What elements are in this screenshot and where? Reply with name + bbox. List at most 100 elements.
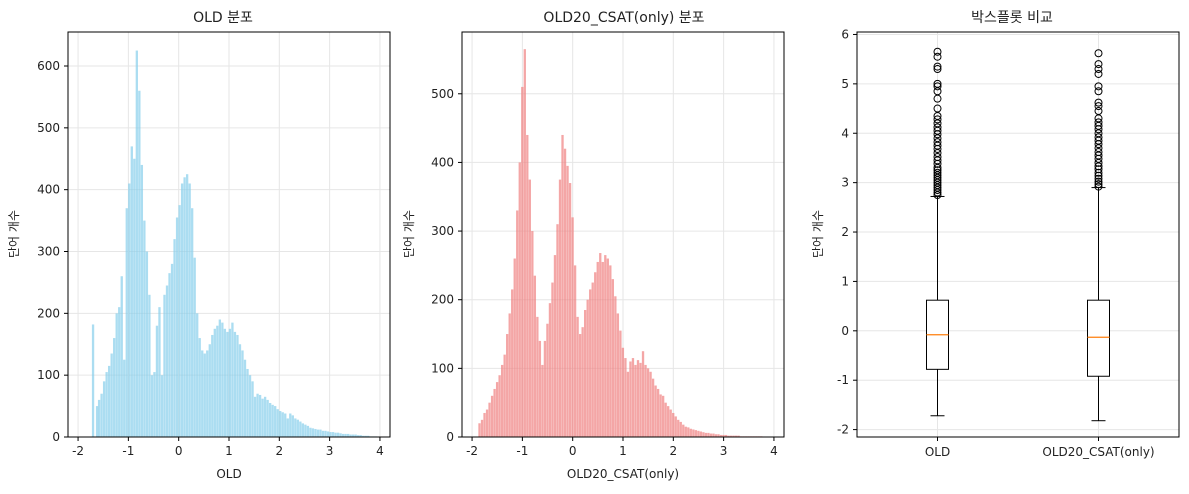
histogram-bar bbox=[581, 327, 584, 437]
histogram-bar bbox=[241, 350, 244, 437]
histogram-bar bbox=[120, 276, 123, 437]
outlier-point bbox=[933, 138, 942, 147]
outlier-point bbox=[933, 166, 942, 175]
histogram-bar bbox=[123, 359, 126, 437]
histogram-bar bbox=[183, 177, 186, 437]
histogram-bar bbox=[258, 394, 262, 437]
histogram-bar bbox=[362, 435, 365, 437]
histogram-bar bbox=[140, 164, 144, 437]
histogram-bar bbox=[153, 372, 156, 437]
histogram-bar bbox=[649, 371, 652, 437]
histogram-bar bbox=[634, 364, 637, 437]
histogram-bar bbox=[113, 338, 116, 437]
outlier-point bbox=[1094, 177, 1103, 186]
x-tick-label: -1 bbox=[516, 444, 528, 458]
histogram-bar bbox=[173, 239, 176, 437]
histogram-bar bbox=[546, 323, 549, 437]
histogram-bar bbox=[651, 378, 655, 437]
x-tick-label: -2 bbox=[466, 444, 478, 458]
outlier-point bbox=[1094, 168, 1103, 177]
histogram-bar bbox=[248, 375, 252, 437]
histogram-bar bbox=[107, 365, 111, 437]
histogram-bar bbox=[644, 364, 647, 437]
histogram-bar bbox=[125, 208, 128, 437]
histogram-bar bbox=[636, 360, 640, 437]
histogram-bar bbox=[316, 429, 320, 437]
histogram-bar bbox=[163, 294, 166, 437]
histogram-bar bbox=[218, 319, 222, 437]
y-tick-label: 300 bbox=[37, 245, 60, 259]
histogram-bar bbox=[304, 424, 307, 437]
histogram-bar bbox=[352, 434, 355, 437]
x-axis-ticks: -2 -1 0 1 2 3 4 bbox=[466, 437, 778, 458]
histogram-bar bbox=[543, 340, 547, 437]
y-tick-label: 1 bbox=[841, 274, 849, 288]
histogram-bar bbox=[178, 205, 181, 437]
histogram-bar bbox=[669, 409, 672, 437]
histogram-bar bbox=[203, 353, 206, 437]
histogram-bar bbox=[506, 334, 509, 437]
histogram-bar bbox=[729, 435, 733, 437]
histogram-bar bbox=[196, 313, 199, 437]
outlier-point bbox=[1094, 69, 1103, 78]
y-tick-label: 2 bbox=[841, 225, 849, 239]
histogram-bar bbox=[213, 328, 216, 437]
histogram-bar bbox=[170, 263, 174, 437]
histogram-bar bbox=[271, 404, 274, 437]
histogram-bar bbox=[659, 394, 662, 437]
histogram-bar bbox=[672, 412, 675, 437]
histogram-bar bbox=[488, 402, 491, 437]
histogram-bar bbox=[284, 413, 287, 437]
histogram-bar bbox=[253, 396, 257, 437]
histogram-bar bbox=[551, 282, 554, 437]
x-tick-label: OLD bbox=[925, 445, 950, 459]
x-tick-label: 1 bbox=[619, 444, 627, 458]
histogram-bar bbox=[296, 419, 299, 437]
outlier-point bbox=[1094, 133, 1103, 142]
histogram-bar bbox=[611, 279, 614, 437]
histogram-bar bbox=[135, 50, 138, 437]
y-tick-label: 100 bbox=[37, 368, 60, 382]
chart-title: 박스플롯 비교 bbox=[971, 10, 1053, 26]
histogram-bar bbox=[145, 251, 149, 437]
y-tick-label: 400 bbox=[37, 183, 60, 197]
histogram-bar bbox=[480, 419, 484, 437]
histogram-bar bbox=[556, 224, 559, 437]
histogram-bar bbox=[165, 285, 169, 437]
histogram-bar bbox=[727, 435, 730, 437]
histogram-bar bbox=[722, 434, 725, 437]
histogram-bar bbox=[516, 210, 519, 437]
outlier-point bbox=[933, 104, 942, 113]
y-tick-label: 500 bbox=[431, 87, 454, 101]
histogram-bar bbox=[621, 347, 625, 437]
histogram-bar bbox=[568, 183, 572, 437]
histogram-bar bbox=[133, 158, 136, 437]
histogram-bar bbox=[148, 294, 151, 437]
outlier-point bbox=[1094, 65, 1103, 74]
histogram-bar bbox=[206, 350, 209, 437]
x-axis-ticks: -2 -1 0 1 2 3 4 bbox=[72, 437, 384, 458]
histogram-bar bbox=[704, 432, 708, 437]
outlier-point bbox=[933, 65, 942, 74]
histogram-bar bbox=[191, 208, 194, 437]
histogram-bar bbox=[594, 272, 597, 437]
x-tick-label: 4 bbox=[770, 444, 778, 458]
y-tick-label: 400 bbox=[431, 155, 454, 169]
histogram-bar bbox=[599, 253, 602, 437]
y-tick-label: 3 bbox=[841, 176, 849, 190]
histogram-bar bbox=[689, 428, 692, 437]
histogram-bar bbox=[661, 395, 665, 437]
boxplot-0 bbox=[926, 47, 949, 417]
histogram-bar bbox=[687, 427, 690, 437]
histogram-bar bbox=[606, 258, 609, 437]
histogram-bar bbox=[102, 381, 106, 437]
histogram-bar bbox=[485, 409, 489, 437]
histogram-bar bbox=[712, 433, 715, 437]
histogram-bar bbox=[682, 424, 685, 437]
y-tick-label: 100 bbox=[431, 361, 454, 375]
histogram-bar bbox=[558, 179, 562, 437]
histogram-bar bbox=[314, 428, 317, 437]
histogram-bar bbox=[118, 307, 121, 437]
histogram-bar bbox=[538, 340, 542, 437]
histogram-bar bbox=[513, 258, 516, 437]
